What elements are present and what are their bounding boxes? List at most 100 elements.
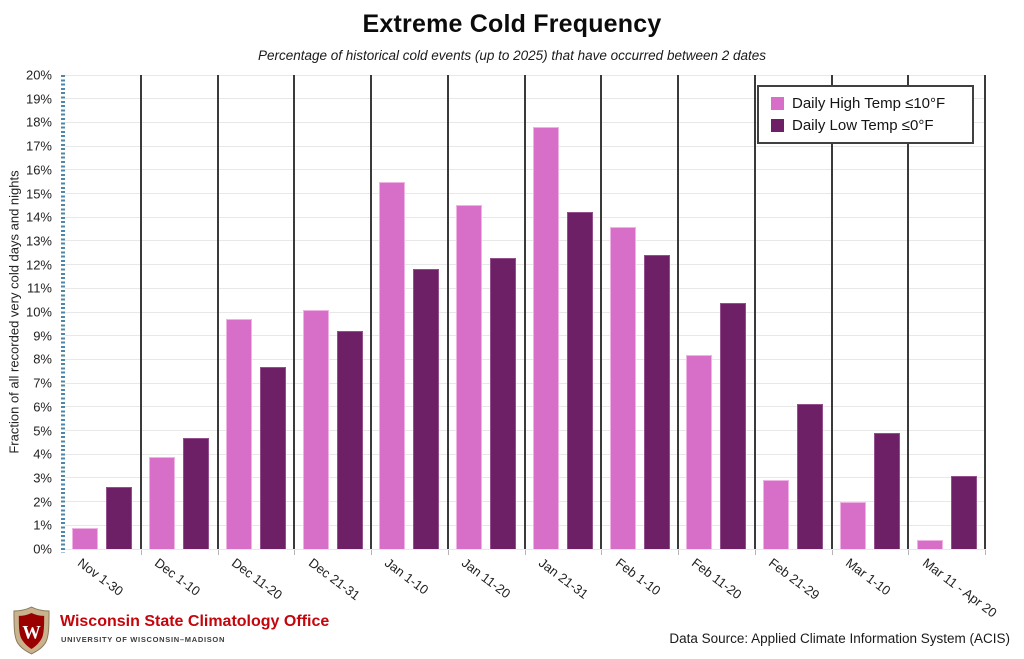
y-tick-label: 6% [33, 399, 52, 415]
gridline [65, 358, 986, 360]
bar-group-jan-11-20: Jan 11-20 [449, 75, 526, 601]
gridline [65, 335, 986, 337]
x-axis-label: Jan 21-31 [535, 555, 592, 602]
gridline [65, 548, 986, 550]
bar-low-nov-1-30 [106, 487, 133, 549]
gridline [65, 430, 986, 431]
y-tick-label: 15% [25, 186, 52, 201]
y-tick-label: 16% [25, 162, 52, 178]
bar-high-feb-21-29 [763, 480, 790, 549]
y-tick-label: 5% [33, 423, 52, 438]
bar-high-dec-21-31 [302, 309, 329, 549]
data-source-note: Data Source: Applied Climate Information… [669, 631, 1010, 646]
legend-item-high-temp: Daily High Temp ≤10°F [771, 95, 972, 112]
bar-groups: Nov 1-30 Dec 1-10 Dec 11-20 Dec 21-31 Jan 1-… [65, 75, 999, 620]
bar-group-jan-21-31: Jan 21-31 [526, 75, 603, 602]
bar-high-jan-11-20 [456, 205, 483, 549]
gridlines [65, 74, 986, 550]
plot-area: Nov 1-30 Dec 1-10 Dec 11-20 Dec 21-31 Jan 1-… [61, 74, 999, 620]
x-axis-label: Dec 11-20 [228, 555, 286, 603]
y-tick-label: 13% [25, 233, 52, 249]
bar-low-dec-1-10 [183, 437, 210, 549]
y-tick-label: 18% [25, 114, 52, 130]
bar-group-feb-21-29: Feb 21-29 [756, 75, 833, 603]
bar-low-feb-21-29 [797, 404, 824, 549]
x-axis-label: Dec 21-31 [305, 555, 363, 604]
gridline [65, 145, 986, 147]
y-tick-label: 0% [33, 541, 52, 557]
bar-low-mar-1-10 [873, 432, 900, 549]
bar-low-jan-21-31 [566, 212, 593, 549]
gridline [65, 121, 986, 123]
gridline [65, 74, 986, 76]
bar-low-mar-11-apr-20 [950, 475, 977, 549]
y-tick-label: 2% [33, 494, 52, 510]
x-axis-label: Feb 21-29 [766, 555, 823, 603]
bar-group-dec-11-20: Dec 11-20 [219, 75, 296, 602]
gridline [65, 382, 986, 384]
gridline [65, 287, 986, 289]
bar-high-mar-11-apr-20 [916, 539, 943, 549]
bar-high-jan-1-10 [379, 181, 406, 549]
bar-high-dec-11-20 [225, 319, 252, 549]
bar-high-dec-1-10 [149, 456, 176, 549]
y-axis-tick-labels: 20% 19% 18% 17% 16% 15% 14% 13% 12% 11% 10% 9% 8% 7% 6… [0, 68, 58, 557]
y-tick-label: 3% [33, 470, 52, 486]
y-tick-label: 1% [33, 517, 52, 533]
gridline [65, 524, 986, 526]
bar-high-mar-1-10 [839, 501, 866, 549]
y-tick-label: 10% [25, 304, 52, 320]
y-tick-label: 7% [33, 375, 52, 391]
legend-label: Daily Low Temp ≤0°F [792, 117, 934, 134]
bar-low-feb-1-10 [643, 255, 670, 549]
legend: Daily High Temp ≤10°F Daily Low Temp ≤0°F [757, 85, 974, 144]
footer-org-name: Wisconsin State Climatology Office [60, 613, 330, 630]
bar-high-nov-1-30 [72, 527, 99, 549]
svg-text:W: W [22, 622, 41, 643]
x-axis-label: Feb 11-20 [689, 555, 745, 603]
y-tick-label: 4% [33, 446, 52, 462]
chart-subtitle: Percentage of historical cold events (up… [257, 48, 767, 63]
y-tick-label: 20% [25, 67, 52, 83]
y-tick-label: 9% [33, 328, 52, 344]
y-tick-label: 11% [26, 280, 52, 296]
gridline [65, 477, 986, 479]
bar-group-feb-1-10: Feb 1-10 [602, 75, 679, 598]
gridline [65, 311, 986, 313]
x-axis-label: Nov 1-30 [75, 555, 127, 599]
bar-group-jan-1-10: Jan 1-10 [372, 75, 449, 597]
gridline [65, 193, 986, 194]
uw-crest-logo: W [13, 606, 50, 655]
gridline [65, 169, 986, 171]
bar-group-dec-21-31: Dec 21-31 [295, 75, 372, 603]
bar-low-feb-11-20 [720, 302, 747, 549]
gridline [65, 264, 986, 266]
y-tick-label: 8% [33, 351, 52, 367]
x-axis-label: Jan 1-10 [382, 555, 432, 598]
bar-high-feb-11-20 [686, 354, 713, 549]
x-axis-label: Jan 11-20 [459, 555, 514, 602]
footer-university: UNIVERSITY OF WISCONSIN–MADISON [61, 635, 226, 644]
bar-group-feb-11-20: Feb 11-20 [679, 75, 756, 602]
bar-group-mar-11-apr-20: Mar 11 - Apr 20 [909, 75, 999, 620]
bar-low-jan-1-10 [413, 269, 440, 549]
x-axis-label: Feb 1-10 [612, 555, 664, 599]
y-tick-label: 12% [25, 257, 52, 273]
y-tick-label: 19% [25, 91, 52, 107]
bar-low-dec-11-20 [259, 366, 286, 549]
bar-group-mar-1-10: Mar 1-10 [833, 75, 910, 598]
legend-swatch-icon [771, 119, 784, 132]
gridline [65, 453, 986, 455]
chart-title: Extreme Cold Frequency [362, 10, 662, 38]
gridline [65, 406, 986, 408]
y-axis-line [61, 75, 65, 553]
gridline [65, 240, 986, 242]
gridline [65, 501, 986, 503]
bar-low-dec-21-31 [336, 330, 363, 549]
x-axis-label: Mar 1-10 [842, 555, 894, 599]
bar-high-jan-21-31 [532, 127, 559, 549]
bar-group-dec-1-10: Dec 1-10 [142, 75, 219, 599]
legend-item-low-temp: Daily Low Temp ≤0°F [771, 117, 972, 134]
bar-high-feb-1-10 [609, 226, 636, 549]
